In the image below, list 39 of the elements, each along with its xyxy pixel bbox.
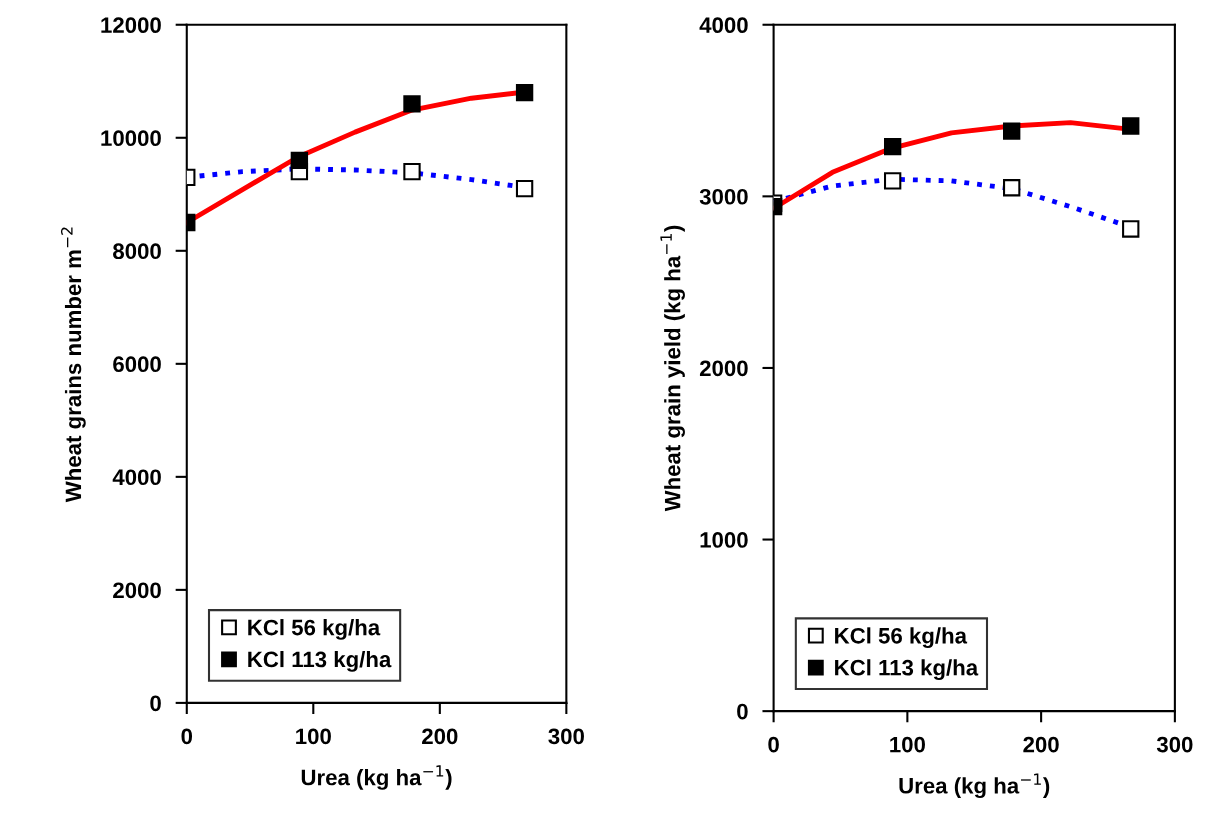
x-tick-label: 200	[422, 728, 458, 745]
point	[1003, 122, 1021, 140]
x-tick-label: 0	[768, 736, 779, 753]
point	[515, 83, 534, 102]
y-tick-label: 0	[737, 703, 748, 720]
y-axis-title: Wheat grain yield (kg ha$^{−1}$)	[660, 225, 685, 512]
y-tick-label: 4000	[699, 17, 748, 34]
legend-label: KCl 56 kg/ha	[248, 619, 381, 640]
y-tick-label: 12000	[101, 17, 161, 34]
y-tick-label: 3000	[699, 188, 748, 205]
legend-label: KCl 113 kg/ha	[835, 659, 979, 681]
x-tick-label: 0	[181, 728, 193, 745]
x-tick-label: 300	[1156, 736, 1193, 753]
point	[515, 179, 534, 198]
y-tick-label: 6000	[113, 356, 161, 373]
y-tick-label: 1000	[700, 532, 748, 548]
point	[403, 163, 421, 181]
y-axis-title: Wheat grains number m$^{−2}$	[60, 227, 86, 503]
point	[883, 137, 902, 156]
point	[290, 151, 309, 170]
x-tick-label: 200	[1023, 736, 1059, 753]
legend-label: KCl 56 kg/ha	[835, 627, 968, 649]
legend-label: KCl 113 kg/ha	[248, 650, 392, 672]
y-tick-label: 10000	[101, 130, 161, 147]
x-axis-title: Urea (kg ha$^{−1}$)	[899, 773, 1050, 799]
y-tick-label: 0	[150, 695, 161, 712]
point	[1122, 117, 1140, 135]
x-tick-label: 100	[890, 736, 925, 753]
y-tick-label: 2000	[113, 582, 161, 599]
point	[883, 172, 902, 190]
x-tick-label: 100	[296, 728, 331, 745]
x-axis-title: Urea (kg ha$^{−1}$)	[301, 765, 452, 790]
x-tick-label: 300	[548, 728, 584, 745]
y-tick-label: 4000	[112, 469, 161, 486]
point	[1003, 179, 1021, 197]
y-tick-label: 2000	[699, 360, 748, 377]
point	[403, 95, 421, 113]
y-tick-label: 8000	[113, 243, 161, 260]
point	[1122, 220, 1140, 238]
